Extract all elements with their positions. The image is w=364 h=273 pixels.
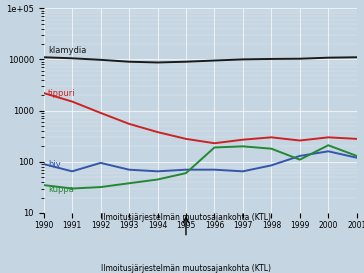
Text: hiv: hiv	[48, 160, 61, 169]
Text: Ilmoitusjärjestelmän muutosajankohta (KTL): Ilmoitusjärjestelmän muutosajankohta (KT…	[101, 264, 271, 273]
Text: kuppa: kuppa	[48, 185, 74, 194]
Text: Ilmoitusjärjestelmän muutosajankohta (KTL): Ilmoitusjärjestelmän muutosajankohta (KT…	[101, 213, 271, 222]
Text: klamydia: klamydia	[48, 46, 86, 55]
Text: tippuri: tippuri	[48, 89, 76, 98]
